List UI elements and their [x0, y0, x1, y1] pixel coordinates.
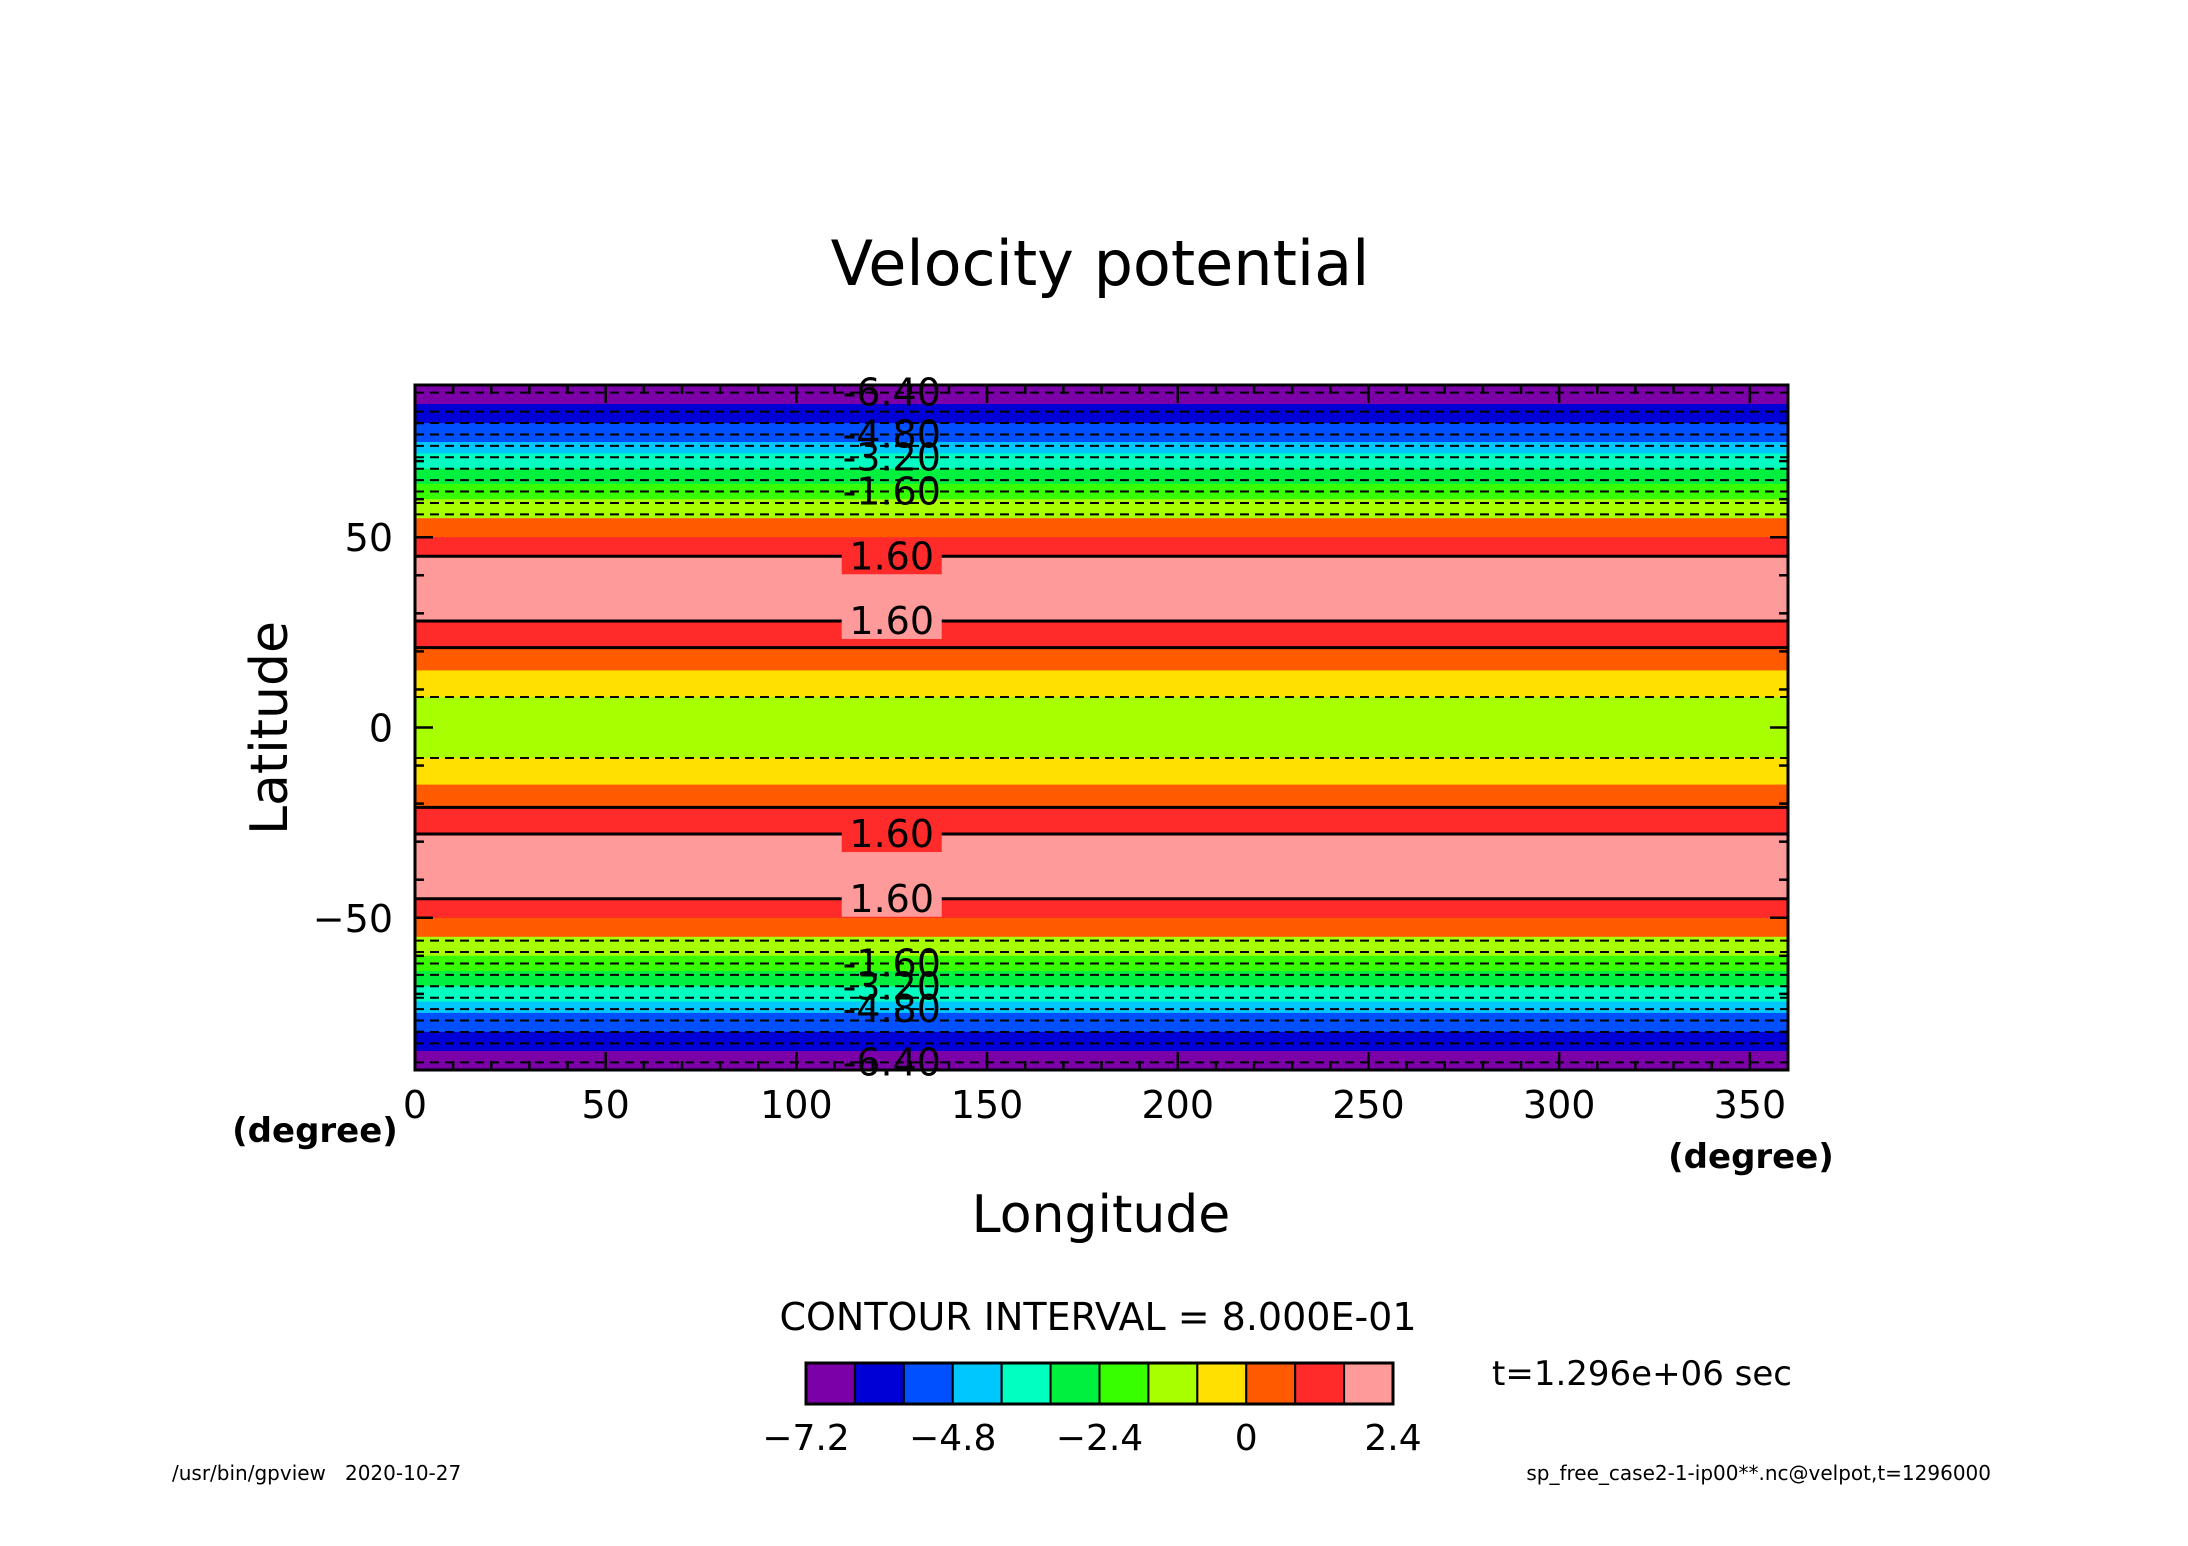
colorbar-tick-label-3: 0 — [1235, 1418, 1258, 1459]
colorbar-swatch-7 — [1147, 1362, 1199, 1405]
band-22 — [415, 955, 1788, 972]
contour-label-4: 1.60 — [849, 534, 934, 578]
contour-label-0: -6.40 — [843, 371, 941, 415]
contour-label-1: -4.80 — [843, 412, 941, 456]
band-17 — [415, 807, 1788, 835]
band-23 — [415, 971, 1788, 987]
x-axis-unit: (degree) — [1668, 1137, 1834, 1177]
contour-label-gap-5 — [841, 602, 942, 639]
colorbar-swatch-1 — [853, 1362, 905, 1405]
y-axis-unit: (degree) — [232, 1111, 398, 1151]
band-7 — [415, 499, 1788, 519]
contour-label-9: -3.20 — [843, 964, 941, 1008]
contour-label-gap-7 — [841, 880, 942, 917]
contour-lines — [415, 391, 1788, 1064]
colorbar-swatch-8 — [1196, 1362, 1248, 1405]
band-16 — [415, 784, 1788, 809]
y-axis-ticks: −50 0 50 — [313, 383, 1788, 1072]
y-tick-label-0: 0 — [369, 707, 393, 751]
footer-right: sp_free_case2-1-ip00**.nc@velpot,t=12960… — [1526, 1461, 1991, 1485]
y-tick-label-50: 50 — [345, 516, 393, 560]
x-axis-label: Longitude — [972, 1185, 1231, 1245]
colorbar-swatch-6 — [1098, 1362, 1150, 1405]
band-27 — [415, 1031, 1788, 1052]
colorbar-tick-labels: −7.2 −4.8 −2.4 0 2.4 — [762, 1418, 1421, 1459]
band-21 — [415, 936, 1788, 957]
band-5 — [415, 468, 1788, 485]
x-tick-label-250: 250 — [1332, 1083, 1405, 1127]
x-tick-label-0: 0 — [403, 1083, 427, 1127]
band-18 — [415, 834, 1788, 900]
band-1 — [415, 404, 1788, 424]
band-2 — [415, 423, 1788, 443]
contour-interval-label: CONTOUR INTERVAL = 8.000E-01 — [779, 1295, 1416, 1339]
band-10 — [415, 556, 1788, 622]
band-3 — [415, 442, 1788, 455]
colorbar-tick-label-2: −2.4 — [1056, 1418, 1143, 1459]
colorbar-frame — [804, 1361, 1395, 1406]
contour-label-5: 1.60 — [849, 599, 934, 643]
x-tick-label-100: 100 — [760, 1083, 833, 1127]
contour-label-gap-4 — [841, 538, 942, 575]
band-25 — [415, 1001, 1788, 1014]
contour-label-10: -4.80 — [843, 987, 941, 1031]
contour-labels: -6.40-4.80-3.20-1.601.601.601.601.60-1.6… — [841, 371, 942, 1084]
colorbar-swatch-0 — [805, 1362, 856, 1405]
plot-bands — [415, 385, 1788, 1071]
band-19 — [415, 898, 1788, 919]
band-6 — [415, 483, 1788, 500]
band-4 — [415, 453, 1788, 470]
band-26 — [415, 1012, 1788, 1033]
colorbar-tick-label-1: −4.8 — [909, 1418, 996, 1459]
colorbar-swatch-2 — [902, 1362, 954, 1405]
band-20 — [415, 917, 1788, 938]
contour-label-2: -3.20 — [843, 435, 941, 479]
contour-label-8: -1.60 — [843, 941, 941, 985]
band-24 — [415, 986, 1788, 1003]
contour-label-7: 1.60 — [849, 877, 934, 921]
x-axis-ticks: 0 50 100 150 200 250 300 350 — [403, 385, 1790, 1127]
x-tick-label-200: 200 — [1142, 1083, 1215, 1127]
contour-label-11: -6.40 — [843, 1040, 941, 1084]
x-tick-label-50: 50 — [582, 1083, 630, 1127]
chart-title: Velocity potential — [831, 227, 1370, 300]
colorbar-swatch-3 — [951, 1362, 1003, 1405]
band-9 — [415, 537, 1788, 557]
band-14 — [415, 697, 1788, 759]
time-label: t=1.296e+06 sec — [1492, 1354, 1792, 1394]
x-tick-label-300: 300 — [1523, 1083, 1596, 1127]
band-15 — [415, 757, 1788, 786]
colorbar-swatch-10 — [1294, 1362, 1346, 1405]
band-11 — [415, 620, 1788, 649]
x-tick-label-150: 150 — [951, 1083, 1024, 1127]
y-tick-label--50: −50 — [313, 897, 393, 941]
colorbar-tick-label-4: 2.4 — [1364, 1418, 1421, 1459]
footer-left: /usr/bin/gpview 2020-10-27 — [172, 1461, 461, 1485]
contour-label-6: 1.60 — [849, 812, 934, 856]
contour-label-gap-6 — [841, 816, 942, 853]
y-axis-label: Latitude — [240, 621, 300, 835]
x-tick-label-350: 350 — [1714, 1083, 1787, 1127]
band-13 — [415, 670, 1788, 698]
colorbar-tick-label-0: −7.2 — [762, 1418, 849, 1459]
colorbar-swatch-4 — [1000, 1362, 1052, 1405]
band-8 — [415, 518, 1788, 538]
colorbar — [804, 1361, 1395, 1406]
colorbar-swatch-11 — [1343, 1362, 1395, 1405]
colorbar-swatch-5 — [1049, 1362, 1101, 1405]
colorbar-swatch-9 — [1245, 1362, 1297, 1405]
band-12 — [415, 647, 1788, 672]
contour-label-3: -1.60 — [843, 470, 941, 514]
